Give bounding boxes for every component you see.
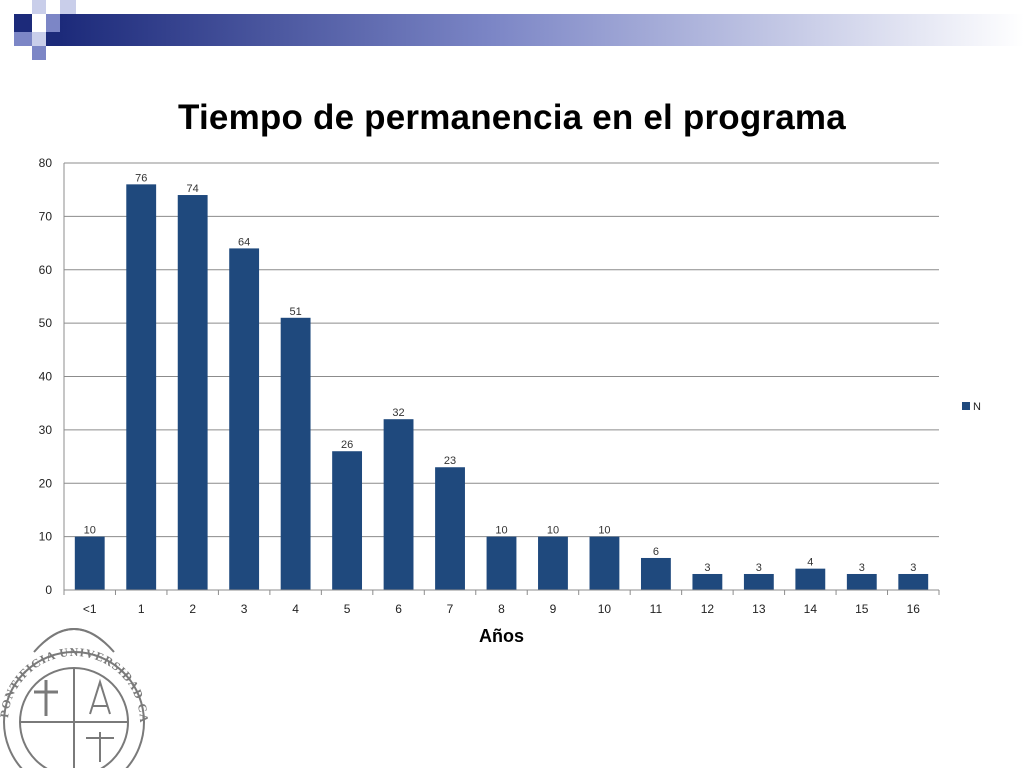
legend-swatch (962, 402, 970, 410)
bar (640, 557, 671, 590)
y-tick-label: 20 (39, 476, 53, 490)
cross-icon (34, 680, 58, 716)
bar (383, 419, 414, 590)
header-square (32, 0, 46, 14)
data-label: 26 (341, 439, 353, 451)
x-axis-title: Años (479, 626, 524, 646)
x-tick-label: 15 (855, 602, 869, 616)
x-tick-label: 14 (804, 602, 818, 616)
x-tick-label: 9 (550, 602, 557, 616)
bar (229, 248, 260, 590)
y-tick-label: 30 (39, 423, 53, 437)
data-label: 10 (84, 525, 96, 537)
bar (795, 568, 826, 590)
university-seal-logo: PONTIFICIA UNIVERSIDAD CATOLICA (0, 592, 150, 768)
y-tick-label: 70 (39, 209, 53, 223)
data-label: 3 (756, 562, 762, 574)
bar (435, 467, 465, 590)
x-tick-label: 4 (292, 602, 299, 616)
header-square (14, 32, 32, 46)
x-tick-label: 10 (598, 602, 612, 616)
x-tick-label: 6 (395, 602, 402, 616)
scales-icon (86, 732, 114, 762)
data-label: 6 (653, 546, 659, 558)
x-tick-label: 7 (447, 602, 454, 616)
data-label: 32 (392, 407, 404, 419)
bar (743, 573, 774, 590)
bar (486, 536, 517, 590)
bar (126, 184, 157, 590)
data-label: 10 (598, 525, 610, 537)
header-square (46, 32, 60, 46)
x-tick-label: 2 (189, 602, 196, 616)
data-label: 51 (289, 306, 301, 318)
bar (177, 195, 208, 590)
legend-label: N (973, 401, 981, 413)
data-label: 4 (807, 557, 813, 569)
bar (692, 573, 723, 590)
bar (538, 536, 568, 590)
bar (332, 451, 363, 590)
chart-bars (74, 184, 929, 590)
header-square (32, 32, 46, 46)
x-tick-label: 8 (498, 602, 505, 616)
header-square (46, 14, 60, 32)
data-label: 10 (495, 525, 507, 537)
compass-icon (89, 678, 111, 715)
y-tick-label: 40 (39, 370, 53, 384)
bar (898, 573, 929, 590)
bar (280, 317, 311, 590)
y-tick-label: 10 (39, 530, 53, 544)
chart-y-ticks: 0 10 20 30 40 50 60 70 80 (39, 156, 53, 597)
bar (589, 536, 620, 590)
data-label: 74 (187, 183, 199, 195)
x-tick-label: <1 (83, 602, 97, 616)
data-label: 3 (859, 562, 865, 574)
decorative-header-band (14, 0, 1024, 60)
data-label: 64 (238, 236, 250, 248)
page-title: Tiempo de permanencia en el programa (178, 98, 846, 137)
header-square (14, 14, 32, 32)
y-tick-label: 60 (39, 263, 53, 277)
data-label: 23 (444, 455, 456, 467)
x-tick-label: 12 (701, 602, 715, 616)
x-tick-label: 3 (241, 602, 248, 616)
header-square (32, 46, 46, 60)
chart-legend: N (962, 401, 981, 413)
bar (846, 573, 877, 590)
data-label: 76 (135, 172, 147, 184)
y-tick-label: 80 (39, 156, 53, 170)
bar (74, 536, 105, 590)
data-label: 10 (547, 525, 559, 537)
x-tick-label: 5 (344, 602, 351, 616)
header-gradient-bar (60, 14, 1024, 46)
x-tick-label: 11 (650, 602, 663, 616)
x-tick-label: 13 (752, 602, 766, 616)
data-label: 3 (704, 562, 710, 574)
header-square (60, 0, 76, 14)
chart-x-ticks: <1 1 2 3 4 5 6 7 8 9 10 11 12 13 14 15 16 (63, 589, 940, 616)
data-label: 3 (910, 562, 916, 574)
chart-data-labels: 10 76 74 64 51 26 32 23 10 10 10 6 3 3 4 3 3 (84, 172, 917, 574)
x-tick-label: 1 (138, 602, 145, 616)
y-tick-label: 50 (39, 316, 53, 330)
y-tick-label: 0 (45, 583, 52, 597)
x-tick-label: 16 (907, 602, 921, 616)
